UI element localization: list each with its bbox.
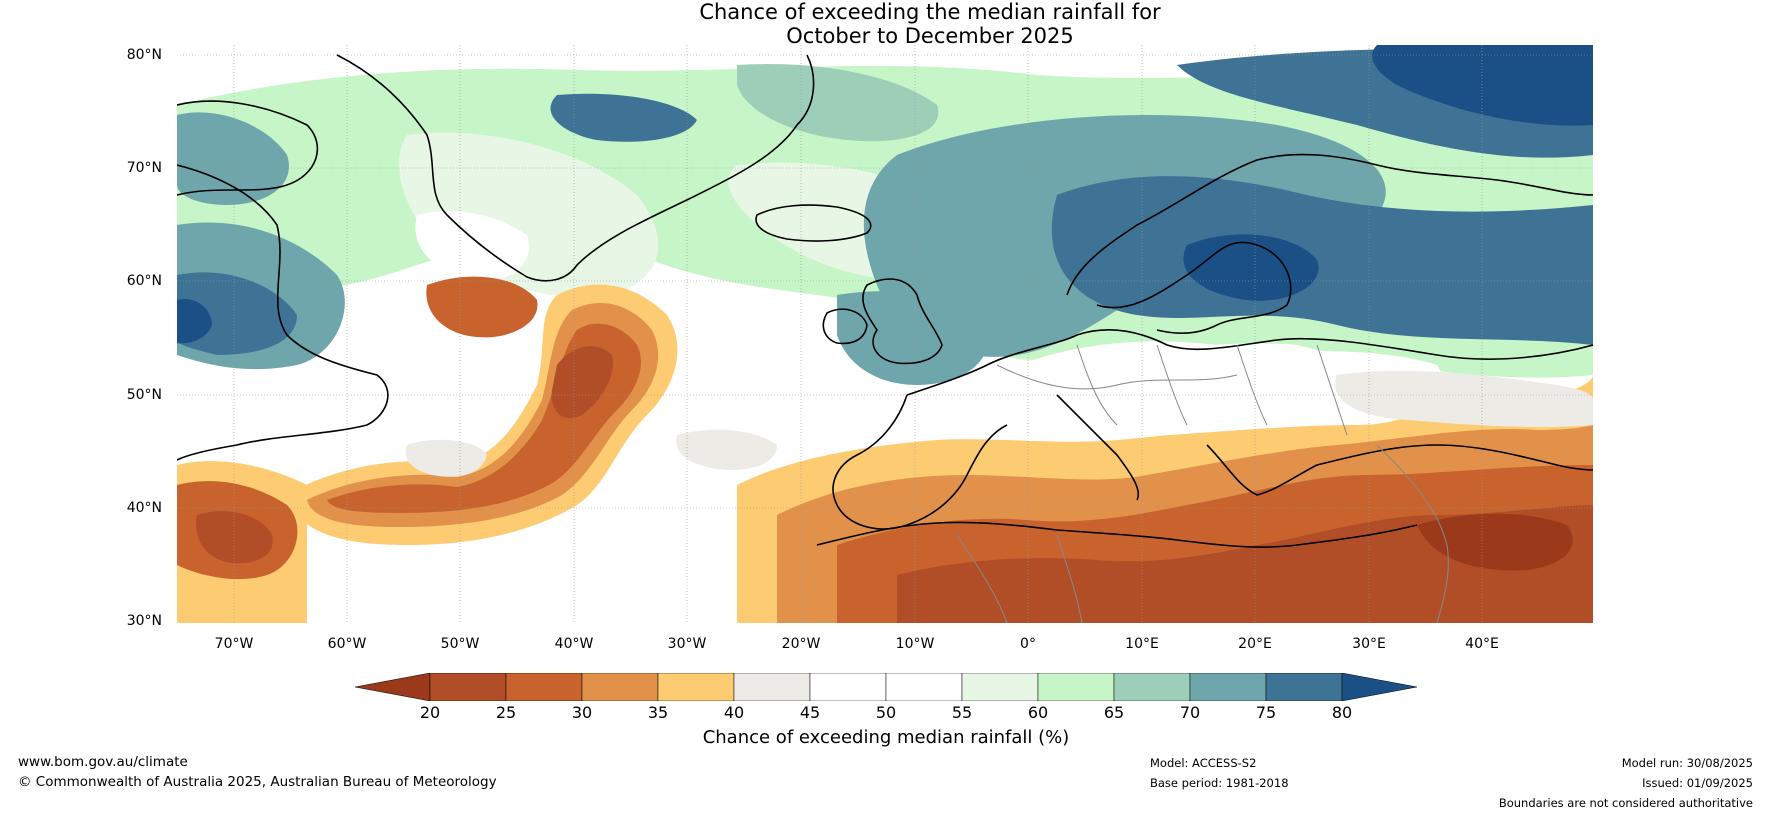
lat-label-60n: 60°N (126, 273, 162, 289)
lon-label-20w: 20°W (781, 636, 821, 652)
lon-label-20e: 20°E (1238, 636, 1272, 652)
lat-label-70n: 70°N (126, 160, 162, 176)
coast-baffin (177, 100, 319, 196)
colorbar-seg-40-45 (733, 672, 811, 702)
lon-label-0: 0° (1020, 636, 1036, 652)
region-subtropical-dry-rust (196, 511, 273, 564)
lon-label-30e: 30°E (1352, 636, 1386, 652)
colorbar-tick-60: 60 (1027, 703, 1049, 722)
graticule (177, 45, 1593, 623)
region-atlantic-grey-patch-2 (676, 429, 777, 470)
coast-iceland (755, 204, 872, 242)
coastlines (177, 54, 1593, 548)
region-northafrica-dry-dark (897, 505, 1593, 623)
region-labrador-blue (177, 272, 297, 355)
region-svalbard-darkblue (1372, 45, 1593, 126)
coast-sweden-finland (1096, 241, 1292, 335)
region-baffin-teal (177, 112, 289, 205)
region-atlantic-white (415, 211, 529, 282)
colorbar-tick-45: 45 (799, 703, 821, 722)
footer-base-period: Base period: 1981-2018 (1150, 776, 1289, 790)
colorbar-under (354, 672, 431, 702)
lon-label-40w: 40°W (554, 636, 594, 652)
region-uk-teal (837, 291, 989, 385)
region-labrador-darkblue (177, 299, 212, 344)
colorbar-seg-30-35 (581, 672, 659, 702)
footer-url[interactable]: www.bom.gov.au/climate (18, 754, 188, 770)
colorbar-tick-50: 50 (875, 703, 897, 722)
map-canvas (177, 45, 1593, 623)
title-line-1: Chance of exceeding the median rainfall … (699, 0, 1161, 24)
region-central-europe-white (997, 341, 1443, 438)
region-greenland-sea-teal (737, 64, 939, 142)
colorbar-seg-60-65 (1037, 672, 1115, 702)
footer-issued: Issued: 01/09/2025 (1642, 776, 1753, 790)
lon-label-10w: 10°W (895, 636, 935, 652)
colorbar-label: Chance of exceeding median rainfall (%) (702, 727, 1070, 748)
colorbar (354, 672, 1418, 702)
coast-europe (906, 329, 1593, 396)
rainfall-probability-map (177, 45, 1593, 623)
colorbar-tick-35: 35 (647, 703, 669, 722)
lat-label-30n: 30°N (126, 613, 162, 629)
colorbar-tick-40: 40 (723, 703, 745, 722)
colorbar-tick-25: 25 (495, 703, 517, 722)
coast-labrador (177, 164, 389, 461)
colorbar-tick-75: 75 (1255, 703, 1277, 722)
footer-model: Model: ACCESS-S2 (1150, 756, 1257, 770)
region-newfoundland-dry-orange (426, 276, 538, 338)
colorbar-seg-35-40 (657, 672, 735, 702)
colorbar-seg-20-25 (429, 672, 507, 702)
colorbar-seg-65-70 (1113, 672, 1191, 702)
country-borders (956, 344, 1449, 623)
map-title: Chance of exceeding the median rainfall … (0, 0, 1770, 48)
title-line-2: October to December 2025 (786, 24, 1074, 48)
coast-uk (862, 278, 943, 365)
lon-label-60w: 60°W (327, 636, 367, 652)
colorbar-tick-20: 20 (419, 703, 441, 722)
colorbar-over (1341, 672, 1418, 702)
colorbar-seg-45-50 (809, 672, 887, 702)
colorbar-tick-65: 65 (1103, 703, 1125, 722)
colorbar-seg-25-30 (505, 672, 583, 702)
lat-label-50n: 50°N (126, 387, 162, 403)
lon-label-40e: 40°E (1465, 636, 1499, 652)
coast-ireland (822, 308, 868, 345)
region-finland-darkblue (1183, 234, 1319, 301)
colorbar-seg-55-60 (961, 672, 1039, 702)
lon-label-30w: 30°W (667, 636, 707, 652)
coast-northafrica (816, 521, 1418, 548)
region-midatlantic-dry-dark (551, 346, 613, 419)
region-north-atlantic-blue (550, 93, 697, 142)
colorbar-tick-80: 80 (1331, 703, 1353, 722)
coast-iberia (832, 394, 1008, 530)
lat-label-80n: 80°N (126, 47, 162, 63)
colorbar-tick-55: 55 (951, 703, 973, 722)
colorbar-seg-70-75 (1189, 672, 1267, 702)
colorbar-seg-50-55 (885, 672, 963, 702)
colorbar-tick-30: 30 (571, 703, 593, 722)
footer-copyright: © Commonwealth of Australia 2025, Austra… (18, 774, 497, 790)
region-atlantic-grey-patch (405, 439, 487, 477)
coast-greece-turkey (1206, 444, 1593, 496)
region-scandinavia-blue (1051, 176, 1593, 345)
region-levant-dry-darkest (1417, 513, 1573, 571)
lon-label-10e: 10°E (1125, 636, 1159, 652)
colorbar-tick-70: 70 (1179, 703, 1201, 722)
region-black-sea-grey (1335, 370, 1593, 428)
coast-scandinavia (1066, 153, 1593, 296)
lon-label-50w: 50°W (440, 636, 480, 652)
lat-label-40n: 40°N (126, 500, 162, 516)
colorbar-svg (354, 672, 1418, 702)
coast-italy (1056, 394, 1139, 501)
footer-model-run: Model run: 30/08/2025 (1621, 756, 1753, 770)
lon-label-70w: 70°W (214, 636, 254, 652)
colorbar-seg-75-80 (1265, 672, 1343, 702)
footer-disclaimer: Boundaries are not considered authoritat… (1498, 796, 1753, 810)
coast-greenland (336, 54, 815, 282)
